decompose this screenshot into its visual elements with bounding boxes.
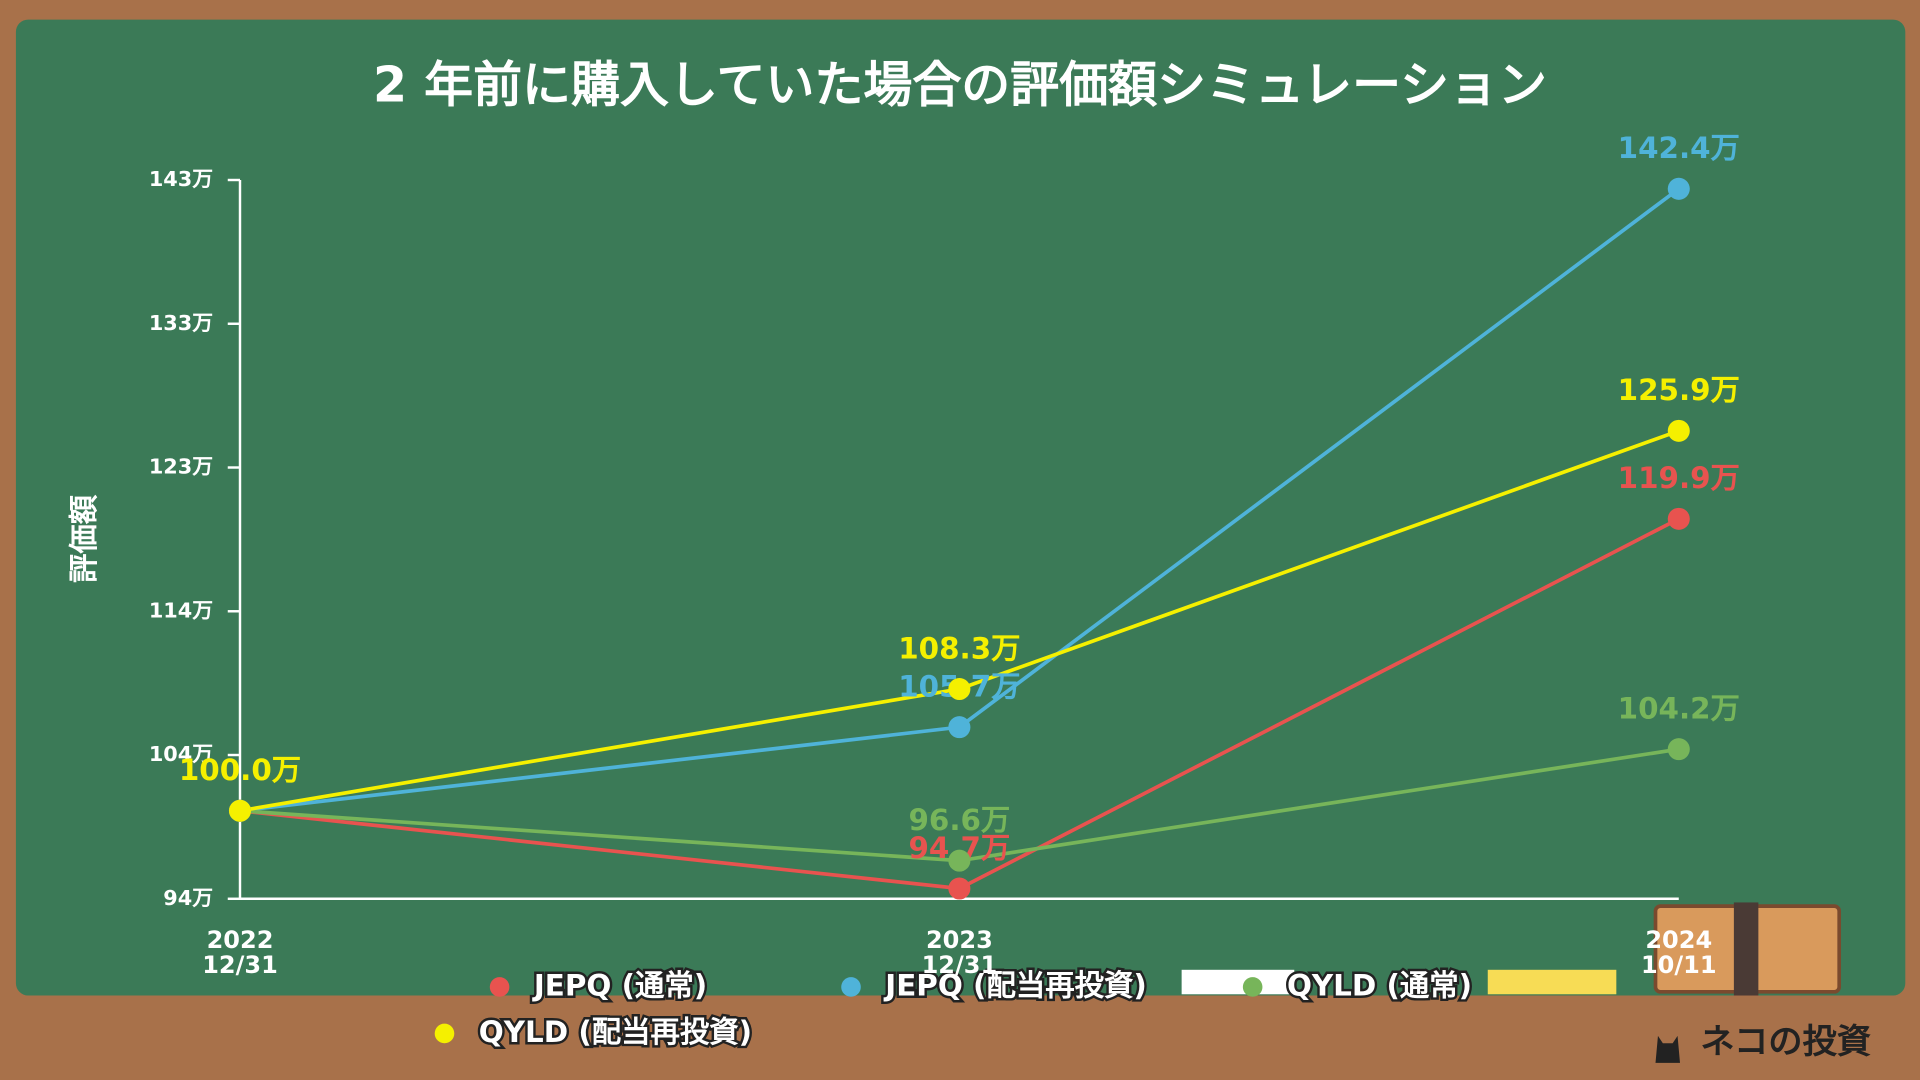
- legend-label: QYLD (通常): [1287, 968, 1472, 1002]
- data-point: [1667, 738, 1690, 761]
- legend-label: QYLD (配当再投資): [479, 1015, 752, 1049]
- legend-marker: [489, 977, 510, 997]
- data-point: [228, 799, 252, 822]
- data-label: 104.2万: [1618, 691, 1740, 725]
- legend-label: JEPQ (通常): [532, 968, 707, 1002]
- legend-marker: [841, 977, 861, 997]
- cat-icon: [1655, 1035, 1680, 1063]
- data-label: 125.9万: [1618, 373, 1740, 407]
- y-tick-label: 133万: [149, 311, 213, 335]
- data-point: [948, 716, 971, 739]
- board: [15, 19, 1906, 996]
- data-point: [948, 849, 971, 872]
- data-label: 100.0万: [179, 753, 301, 787]
- legend-label: JEPQ (配当再投資): [883, 968, 1146, 1002]
- y-tick-label: 114万: [149, 598, 213, 622]
- logo: ネコの投資: [1700, 1022, 1871, 1062]
- chalk: [1487, 969, 1617, 995]
- x-tick-label: 2024 10/11: [1640, 926, 1717, 980]
- data-point: [948, 677, 971, 701]
- chart-title: 2 年前に購入していた場合の評価額シミュレーション: [373, 57, 1547, 114]
- chalk: [1181, 969, 1295, 995]
- y-tick-label: 104万: [149, 742, 213, 766]
- eraser-band: [1733, 902, 1759, 996]
- data-point: [948, 877, 971, 900]
- y-axis-title: 評価額: [67, 494, 101, 583]
- x-tick-label: 2023 12/31: [921, 926, 998, 980]
- data-point: [1667, 177, 1690, 200]
- data-label: 108.3万: [898, 631, 1020, 665]
- legend-marker: [434, 1023, 455, 1044]
- data-label: 119.9万: [1618, 461, 1740, 495]
- legend-marker: [1242, 977, 1263, 997]
- data-point: [1667, 419, 1690, 442]
- x-tick-label: 2022 12/31: [202, 926, 278, 980]
- data-label: 96.6万: [908, 803, 1010, 837]
- data-point: [1667, 507, 1690, 530]
- y-tick-label: 143万: [149, 167, 213, 191]
- y-tick-label: 123万: [149, 455, 213, 479]
- y-tick-label: 94万: [163, 886, 213, 910]
- data-label: 142.4万: [1618, 131, 1740, 165]
